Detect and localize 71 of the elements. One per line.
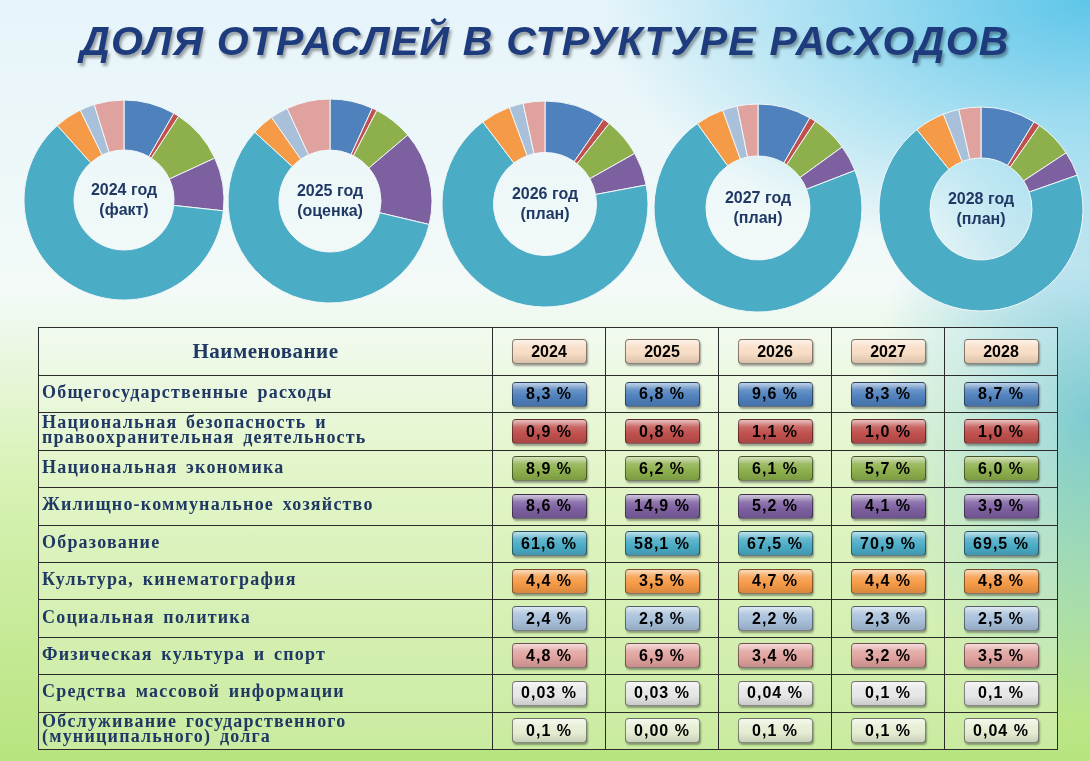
data-label: 14,9 % [634, 497, 690, 515]
text: 2028 год (план) [947, 190, 1015, 227]
data-label: 69,5 % [973, 534, 1029, 552]
data-label: 8,3 % [526, 385, 572, 403]
y-tick-label: Национальная экономика [42, 457, 285, 478]
y-tick-label: Национальная безопасность и правоохранительная деятельность [42, 412, 367, 448]
data-label: 0,00 % [634, 721, 690, 739]
y-tick-label: Средства массовой информации [42, 681, 345, 702]
data-label: 1,0 % [865, 422, 911, 440]
data-label: 5,7 % [865, 459, 911, 477]
data-label: 2,2 % [752, 609, 798, 627]
data-label: 4,8 % [526, 646, 572, 664]
data-label: 0,04 % [973, 721, 1029, 739]
data-label: 5,2 % [752, 497, 798, 515]
data-label: 0,1 % [526, 721, 572, 739]
data-label: 0,1 % [978, 684, 1024, 702]
y-tick-label: Жилищно-коммунальное хозяйство [42, 494, 374, 515]
data-label: 6,8 % [639, 385, 685, 403]
data-label: 1,0 % [978, 422, 1024, 440]
x-tick-label: 2024 [531, 342, 567, 360]
data-label: 4,4 % [526, 572, 572, 590]
data-label: 1,1 % [752, 422, 798, 440]
y-tick-label: Образование [42, 531, 161, 552]
data-label: 0,1 % [752, 721, 798, 739]
data-label: 67,5 % [747, 534, 803, 552]
data-label: 4,8 % [978, 572, 1024, 590]
data-label: 6,9 % [639, 646, 685, 664]
data-label: 3,5 % [639, 572, 685, 590]
data-label: 6,0 % [978, 459, 1024, 477]
y-tick-label: Физическая культура и спорт [42, 644, 327, 665]
text: 2027 год (план) [724, 189, 792, 226]
text: 2025 год (оценка) [296, 182, 364, 219]
data-label: 8,6 % [526, 497, 572, 515]
data-label: 9,6 % [752, 385, 798, 403]
data-label: 4,7 % [752, 572, 798, 590]
data-label: 61,6 % [521, 534, 577, 552]
x-tick-label: 2028 [983, 342, 1019, 360]
y-tick-label: Культура, кинематография [42, 569, 297, 590]
data-label: 0,8 % [639, 422, 685, 440]
y-tick-label: Общегосударственные расходы [42, 382, 333, 403]
data-label: 2,8 % [639, 609, 685, 627]
data-label: 8,9 % [526, 459, 572, 477]
x-tick-label: 2026 [757, 342, 793, 360]
data-label: 2,5 % [978, 609, 1024, 627]
data-label: 3,2 % [865, 646, 911, 664]
data-label: 3,4 % [752, 646, 798, 664]
data-label: 3,9 % [978, 497, 1024, 515]
data-label: 70,9 % [860, 534, 916, 552]
y-tick-label: Обслуживание государственного (муниципального) долга [42, 711, 347, 747]
x-tick-label: 2025 [644, 342, 680, 360]
data-label: 4,1 % [865, 497, 911, 515]
y-tick-label: Социальная политика [42, 606, 251, 627]
data-label: 8,3 % [865, 385, 911, 403]
x-tick-label: 2027 [870, 342, 906, 360]
data-label: 6,1 % [752, 459, 798, 477]
data-label: 8,7 % [978, 385, 1024, 403]
data-label: 0,04 % [747, 684, 803, 702]
data-label: 0,03 % [521, 684, 577, 702]
y-axis-title: Наименование [192, 339, 339, 363]
data-label: 0,03 % [634, 684, 690, 702]
data-label: 6,2 % [639, 459, 685, 477]
text: 2026 год (план) [511, 185, 579, 222]
data-label: 0,1 % [865, 684, 911, 702]
data-label: 4,4 % [865, 572, 911, 590]
data-label: 0,9 % [526, 422, 572, 440]
data-label: 0,1 % [865, 721, 911, 739]
data-label: 2,4 % [526, 609, 572, 627]
text: 2024 год (факт) [90, 181, 158, 218]
data-label: 3,5 % [978, 646, 1024, 664]
data-label: 58,1 % [634, 534, 690, 552]
data-label: 2,3 % [865, 609, 911, 627]
